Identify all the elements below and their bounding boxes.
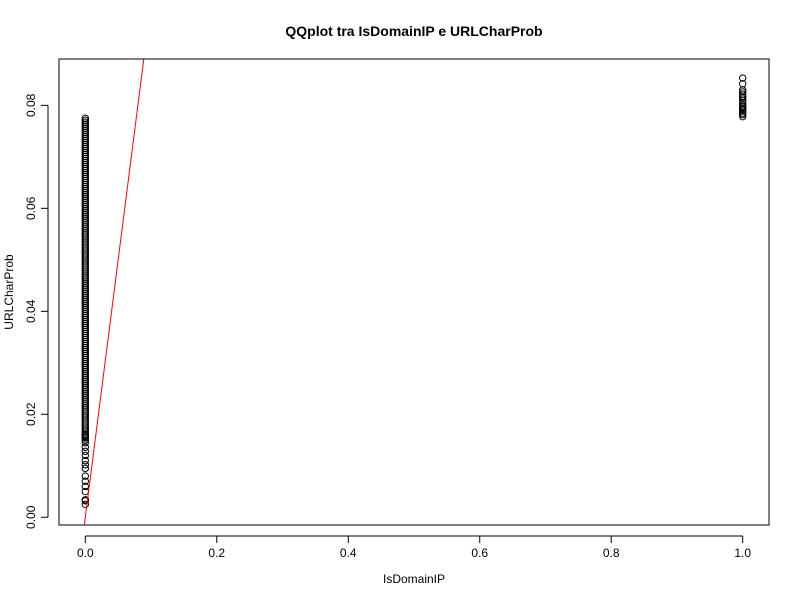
data-point [739,80,747,88]
data-point [81,500,89,509]
x-tick-label: 0.0 [77,546,94,560]
x-tick-label: 1.0 [734,546,751,560]
data-points [81,74,747,509]
data-point [81,116,89,124]
y-tick-label: 0.06 [24,196,38,220]
data-point [81,461,89,469]
y-tick-label: 0.00 [24,505,38,529]
y-axis-label: URLCharProb [2,254,16,330]
data-point [81,464,89,473]
x-axis: 0.0 0.2 0.4 0.6 0.8 1.0 [77,535,751,560]
data-point [739,74,747,82]
data-point [81,451,89,460]
x-tick-label: 0.4 [340,546,357,560]
data-point [81,477,89,485]
y-axis: 0.00 0.02 0.04 0.06 0.08 [24,93,49,529]
y-tick-label: 0.08 [24,93,38,117]
data-point [81,118,89,126]
data-point [739,90,747,98]
data-point [81,114,89,122]
data-point [81,496,89,504]
x-tick-label: 0.8 [603,546,620,560]
y-tick-label: 0.04 [24,299,38,323]
x-tick-label: 0.2 [208,546,225,560]
data-point [81,443,89,451]
x-tick-label: 0.6 [471,546,488,560]
data-point [81,447,89,456]
data-point [81,456,89,465]
reference-line-group [83,58,145,526]
chart-title: QQplot tra IsDomainIP e URLCharProb [285,23,542,39]
data-point [739,112,747,121]
x-axis-label: IsDomainIP [383,572,445,586]
data-point [81,482,89,491]
plot-frame [58,58,770,526]
data-point [739,88,747,96]
data-point [739,101,747,109]
reference-line [83,58,145,526]
y-tick-label: 0.02 [24,402,38,426]
data-point [81,472,89,480]
